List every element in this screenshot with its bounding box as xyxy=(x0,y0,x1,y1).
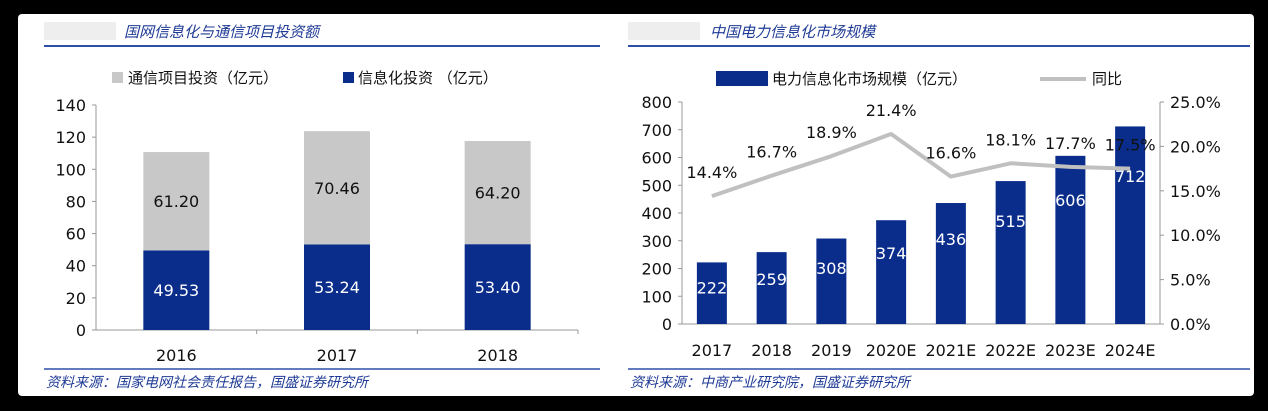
right-yoy-label: 18.9% xyxy=(806,123,857,142)
right-bar-market-size xyxy=(816,238,847,324)
left-bar-telecom-investment xyxy=(143,152,210,251)
right-y-tick-label: 100 xyxy=(641,287,672,306)
left-chart-title: 国网信息化与通信项目投资额 xyxy=(124,23,322,41)
right-y-tick-label: 0 xyxy=(662,315,672,334)
right-yoy-label: 21.4% xyxy=(866,101,917,120)
right-bar-market-size xyxy=(995,181,1026,324)
right-bar-value-label: 222 xyxy=(697,278,728,297)
left-bar-info-investment xyxy=(143,250,210,330)
right-yoy-label: 14.4% xyxy=(686,163,737,182)
left-bar-label-telecom: 64.20 xyxy=(475,184,521,203)
left-bar-label-info: 49.53 xyxy=(153,281,199,300)
left-bar-label-info: 53.40 xyxy=(475,278,521,297)
left-y-tick-label: 20 xyxy=(66,289,86,308)
right-chart-title: 中国电力信息化市场规模 xyxy=(710,23,878,41)
left-y-tick-label: 100 xyxy=(55,160,86,179)
legend-label-telecom: 通信项目投资（亿元） xyxy=(128,69,278,87)
right-bar-value-label: 515 xyxy=(995,212,1026,231)
right-x-tick-label: 2022E xyxy=(985,341,1036,360)
right-y-tick-label: 200 xyxy=(641,260,672,279)
right-x-tick-label: 2024E xyxy=(1105,341,1156,360)
right-yoy-label: 16.6% xyxy=(925,144,976,163)
left-y-tick-label: 40 xyxy=(66,257,86,276)
right-yoy-label: 17.7% xyxy=(1045,134,1096,153)
right-yoy-label: 18.1% xyxy=(985,130,1036,149)
left-y-tick-label: 80 xyxy=(66,192,86,211)
right-x-tick-label: 2021E xyxy=(925,341,976,360)
left-bar-info-investment xyxy=(304,244,370,330)
right-x-tick-label: 2017 xyxy=(692,341,733,360)
legend-swatch-market-size xyxy=(716,71,768,86)
left-x-tick-label: 2018 xyxy=(477,346,518,365)
left-stacked-bar-chart: 0 20 40 60 80 100 120 140 49.53 61.20 2016 53.24 70.… xyxy=(55,69,579,365)
left-bar-label-telecom: 70.46 xyxy=(314,179,360,198)
legend-swatch-info xyxy=(343,72,354,83)
right-y-tick-label: 300 xyxy=(641,232,672,251)
right-y-tick-label: 600 xyxy=(641,149,672,168)
right-yoy-line xyxy=(711,131,1131,199)
right-bar-value-label: 308 xyxy=(816,259,847,278)
right-y2-tick-label: 0.0% xyxy=(1170,315,1211,334)
left-bar-label-info: 53.24 xyxy=(314,278,360,297)
left-y-tick-label: 120 xyxy=(55,128,86,147)
right-bar-line-chart: 0 100 200 300 400 500 600 700 800 0.0% 5.0% 10.0% 15… xyxy=(641,70,1220,360)
left-source-note: 资料来源：国家电网社会责任报告，国盛证券研究所 xyxy=(46,375,370,391)
left-y-tick-label: 60 xyxy=(66,225,86,244)
right-source-note: 资料来源：中商产业研究院，国盛证券研究所 xyxy=(630,375,912,391)
right-x-tick-label: 2019 xyxy=(811,341,852,360)
right-bar-value-label: 712 xyxy=(1115,167,1146,186)
header-tab-placeholder-left xyxy=(44,22,116,40)
right-y-tick-label: 700 xyxy=(641,121,672,140)
right-bar-value-label: 374 xyxy=(876,244,907,263)
right-bar-market-size xyxy=(1055,155,1086,324)
right-y2-tick-label: 5.0% xyxy=(1170,271,1211,290)
legend-swatch-telecom xyxy=(112,72,123,83)
right-yoy-label: 16.7% xyxy=(746,143,797,162)
right-bar-market-size xyxy=(756,252,787,324)
right-bar-market-size xyxy=(876,220,907,324)
right-y-tick-label: 800 xyxy=(641,93,672,112)
legend-label-market-size: 电力信息化市场规模（亿元） xyxy=(772,70,967,88)
legend-label-info: 信息化投资 （亿元） xyxy=(358,69,498,87)
header-tab-placeholder-right xyxy=(628,22,700,40)
left-x-tick-label: 2016 xyxy=(156,346,197,365)
right-bar-market-size xyxy=(1115,126,1146,324)
right-bar-market-size xyxy=(696,262,727,324)
right-x-tick-label: 2018 xyxy=(751,341,792,360)
left-y-tick-label: 140 xyxy=(55,96,86,115)
left-x-tick-label: 2017 xyxy=(317,346,358,365)
right-yoy-label: 17.5% xyxy=(1105,136,1156,155)
left-y-tick-label: 0 xyxy=(76,321,86,340)
right-y2-tick-label: 15.0% xyxy=(1170,182,1221,201)
left-bar-telecom-investment xyxy=(464,141,531,245)
left-bar-info-investment xyxy=(464,244,531,330)
right-y2-tick-label: 20.0% xyxy=(1170,137,1221,156)
left-bar-telecom-investment xyxy=(304,131,370,245)
right-y2-tick-label: 10.0% xyxy=(1170,226,1221,245)
right-y-tick-label: 400 xyxy=(641,204,672,223)
right-x-tick-label: 2020E xyxy=(866,341,917,360)
right-bar-value-label: 436 xyxy=(936,230,967,249)
right-y2-tick-label: 25.0% xyxy=(1170,93,1221,112)
right-y-tick-label: 500 xyxy=(641,176,672,195)
right-bar-value-label: 606 xyxy=(1055,191,1086,210)
right-x-tick-label: 2023E xyxy=(1045,341,1096,360)
right-bar-market-size xyxy=(935,203,966,324)
legend-label-yoy: 同比 xyxy=(1092,70,1122,88)
right-bar-value-label: 259 xyxy=(756,270,787,289)
left-bar-label-telecom: 61.20 xyxy=(153,192,199,211)
